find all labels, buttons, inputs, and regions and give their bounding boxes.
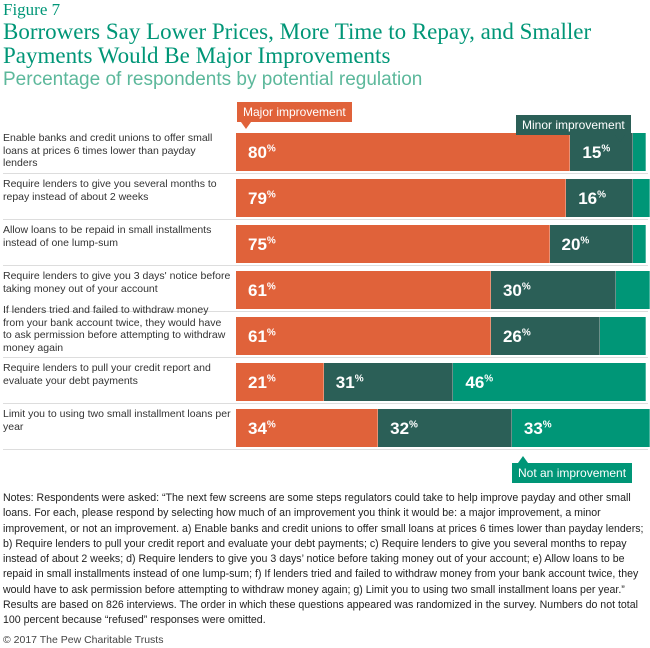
category-label: Allow loans to be repaid in small instal… — [3, 224, 212, 249]
category-label: Require lenders to give you 3 days' noti… — [3, 270, 231, 295]
data-label: 61% — [248, 327, 276, 346]
bar-segment-not-an-improvement: 46% — [453, 363, 646, 401]
category-label: Require lenders to give you several mont… — [3, 178, 217, 203]
category-label: Limit you to using two small installment… — [3, 408, 231, 433]
chart-title: Borrowers Say Lower Prices, More Time to… — [3, 19, 592, 68]
data-label: 33% — [523, 419, 552, 438]
category-label: If lenders tried and failed to withdraw … — [3, 304, 226, 354]
bar-segment-not-an-improvement — [633, 133, 646, 171]
bar-segment-major-improvement: 34% — [236, 409, 379, 447]
bar-segment-major-improvement: 61% — [236, 271, 491, 309]
data-label: 80% — [248, 143, 276, 162]
data-label: 46% — [465, 373, 494, 392]
bar-segment-minor-improvement: 26% — [490, 317, 600, 355]
row-divider — [3, 403, 648, 404]
bar-segment-not-an-improvement — [616, 271, 650, 309]
bar-segment-minor-improvement: 32% — [378, 409, 512, 447]
row-divider — [3, 449, 648, 450]
bar-segment-minor-improvement: 20% — [549, 225, 634, 263]
figure-label: Figure 7 — [3, 0, 61, 19]
category-label: Require lenders to pull your credit repo… — [3, 362, 211, 387]
bar-segment-major-improvement: 21% — [236, 363, 324, 401]
bar-segment-major-improvement: 80% — [236, 133, 571, 171]
notes: Notes: Respondents were asked: “The next… — [3, 492, 644, 627]
bar-segment-major-improvement: 61% — [236, 317, 491, 355]
category-label: Enable banks and credit unions to offer … — [3, 132, 213, 169]
data-label: 32% — [390, 419, 418, 438]
data-label: 79% — [248, 189, 276, 208]
data-label: 15% — [582, 143, 611, 162]
data-label: 34% — [248, 419, 276, 438]
row-divider — [3, 311, 648, 312]
bar-segment-not-an-improvement: 33% — [511, 409, 650, 447]
copyright: © 2017 The Pew Charitable Trusts — [3, 634, 164, 646]
data-label: 31% — [335, 373, 364, 392]
data-label: 30% — [502, 281, 531, 300]
data-label: 20% — [561, 235, 590, 254]
row-divider — [3, 357, 648, 358]
bar-segment-minor-improvement: 16% — [566, 179, 634, 217]
row-divider — [3, 265, 648, 266]
data-label: 16% — [578, 189, 607, 208]
data-label: 75% — [248, 235, 276, 254]
bar-segment-minor-improvement: 30% — [490, 271, 617, 309]
data-label: 26% — [502, 327, 531, 346]
bar-segment-not-an-improvement — [599, 317, 646, 355]
legend-tag: Major improvement — [237, 102, 352, 129]
bar-segment-not-an-improvement — [633, 179, 650, 217]
bar-segment-major-improvement: 79% — [236, 179, 567, 217]
data-label: 21% — [248, 373, 276, 392]
row-divider — [3, 219, 648, 220]
bar-segment-not-an-improvement — [633, 225, 646, 263]
data-label: 61% — [248, 281, 276, 300]
legend-tag: Not an improvement — [512, 456, 633, 483]
bar-segment-major-improvement: 75% — [236, 225, 550, 263]
chart-subtitle: Percentage of respondents by potential r… — [3, 69, 423, 90]
bar-segment-minor-improvement: 31% — [323, 363, 454, 401]
row-divider — [3, 173, 648, 174]
legend-tag: Minor improvement — [516, 115, 631, 142]
